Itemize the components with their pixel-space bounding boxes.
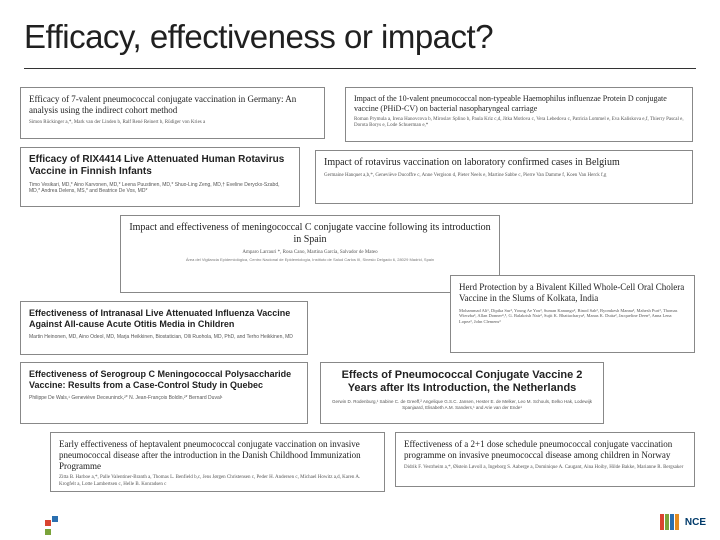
logo-bar: [675, 514, 679, 530]
dot: [45, 529, 51, 535]
paper-clip: Effectiveness of Intranasal Live Attenua…: [20, 301, 308, 355]
paper-authors: Amparo Larrauri *, Rosa Cano, Martina Ga…: [129, 250, 491, 256]
paper-authors: Germaine Hanquet a,b,*, Geneviève Ducoff…: [324, 173, 684, 179]
paper-authors: Zitta B. Harboe a,*, Palle Valentiner-Br…: [59, 475, 376, 488]
paper-authors: Timo Vesikari, MD,* Aino Karvonen, MD,* …: [29, 182, 291, 195]
paper-clip: Herd Protection by a Bivalent Killed Who…: [450, 275, 695, 353]
paper-authors: Roman Prymula a, Irena Hanovcova b, Miro…: [354, 117, 684, 130]
paper-title: Early effectiveness of heptavalent pneum…: [59, 439, 376, 471]
logo-bars-icon: [660, 514, 679, 530]
paper-clip: Effectiveness of Serogroup C Meningococc…: [20, 362, 308, 424]
paper-title: Herd Protection by a Bivalent Killed Who…: [459, 282, 686, 304]
footer-logo: NCE: [660, 514, 706, 530]
paper-clip: Impact of the 10-valent pneumococcal non…: [345, 87, 693, 142]
paper-clip: Early effectiveness of heptavalent pneum…: [50, 432, 385, 492]
paper-clip: Efficacy of RIX4414 Live Attenuated Huma…: [20, 147, 300, 207]
paper-clip: Efficacy of 7-valent pneumococcal conjug…: [20, 87, 325, 139]
paper-collage: Efficacy of 7-valent pneumococcal conjug…: [20, 87, 700, 507]
paper-affil: Área del Vigilancia Epidemiológica, Cent…: [129, 258, 491, 263]
paper-clip: Impact and effectiveness of meningococca…: [120, 215, 500, 293]
paper-title: Effectiveness of Intranasal Live Attenua…: [29, 308, 299, 330]
paper-title: Impact of rotavirus vaccination on labor…: [324, 157, 684, 169]
paper-title: Efficacy of RIX4414 Live Attenuated Huma…: [29, 154, 291, 178]
paper-title: Effects of Pneumococcal Conjugate Vaccin…: [329, 369, 595, 395]
logo-bar: [670, 514, 674, 530]
paper-title: Impact and effectiveness of meningococca…: [129, 222, 491, 246]
logo-bar: [660, 514, 664, 530]
paper-title: Effectiveness of a 2+1 dose schedule pne…: [404, 439, 686, 461]
paper-authors: Didrik F. Vestrheim a,*, Øistein Løvoll …: [404, 465, 686, 471]
paper-authors: Philippe De Wals,¹ Geneviève Deceuninck,…: [29, 395, 299, 401]
paper-title: Impact of the 10-valent pneumococcal non…: [354, 94, 684, 113]
logo-text: NCE: [685, 517, 706, 528]
dot: [52, 516, 58, 522]
paper-authors: Mohammad Ali¹, Dipika Sur², Young Ae You…: [459, 308, 686, 325]
dot: [45, 520, 51, 526]
slide-title: Efficacy, effectiveness or impact?: [24, 18, 696, 56]
paper-title: Efficacy of 7-valent pneumococcal conjug…: [29, 94, 316, 116]
paper-title: Effectiveness of Serogroup C Meningococc…: [29, 369, 299, 391]
paper-clip: Effects of Pneumococcal Conjugate Vaccin…: [320, 362, 604, 424]
paper-authors: Simon Rückinger a,*, Mark van der Linden…: [29, 120, 316, 126]
logo-bar: [665, 514, 669, 530]
paper-authors: Gerwin D. Rodenburg,¹ Sabine C. de Greef…: [329, 399, 595, 410]
paper-clip: Effectiveness of a 2+1 dose schedule pne…: [395, 432, 695, 487]
title-underline: [24, 68, 696, 69]
paper-clip: Impact of rotavirus vaccination on labor…: [315, 150, 693, 204]
paper-authors: Martin Heinonen, MD, Aino Odeol, MD, Mar…: [29, 334, 299, 340]
